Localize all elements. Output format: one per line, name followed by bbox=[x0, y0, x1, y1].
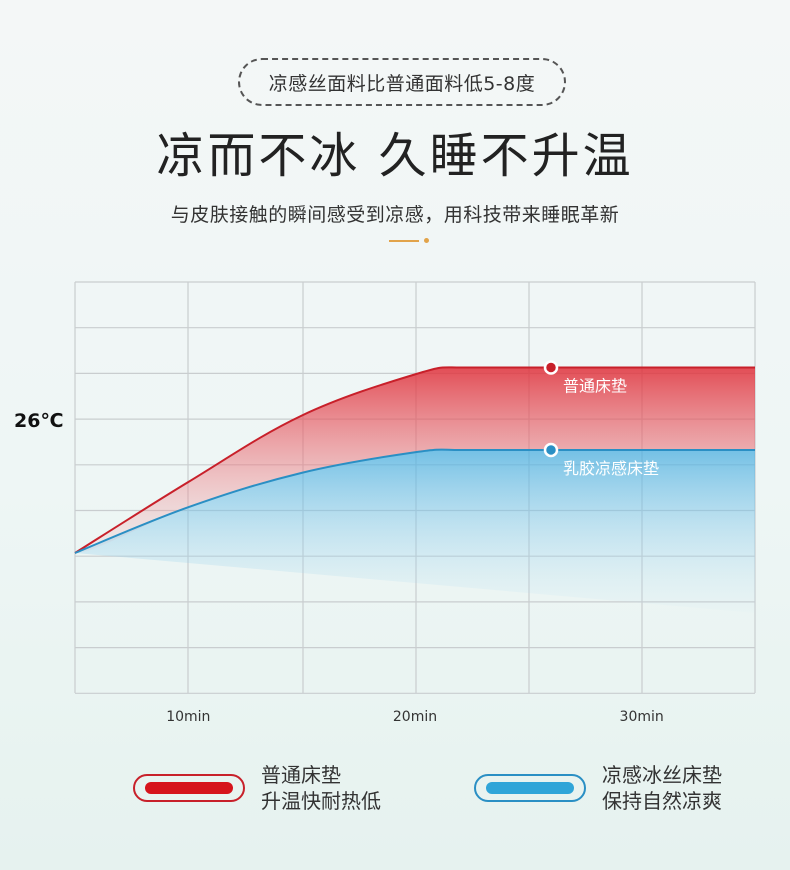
divider-dot bbox=[424, 238, 429, 243]
y-tick-label: 26℃ bbox=[14, 410, 63, 432]
legend-desc-regular: 升温快耐热低 bbox=[261, 789, 381, 813]
series-marker-regular bbox=[543, 360, 559, 375]
x-tick-label: 20min bbox=[393, 709, 437, 725]
legend-label-cooling: 凉感冰丝床垫 bbox=[602, 763, 722, 787]
series-area-regular bbox=[75, 367, 755, 553]
x-tick-label: 10min bbox=[166, 709, 210, 725]
legend-label-regular: 普通床垫 bbox=[261, 763, 341, 787]
legend-swatch-cooling bbox=[474, 774, 586, 802]
page-subtitle: 与皮肤接触的瞬间感受到凉感，用科技带来睡眠革新 bbox=[170, 204, 620, 226]
series-line-cooling bbox=[74, 448, 755, 554]
headline-badge: 凉感丝面料比普通面料低5-8度 bbox=[238, 58, 566, 106]
legend-swatch-regular bbox=[133, 774, 245, 802]
series-line-regular bbox=[74, 366, 755, 554]
series-label-regular: 普通床垫 bbox=[563, 377, 627, 396]
series-area-cooling bbox=[75, 449, 755, 613]
x-tick-label: 30min bbox=[620, 709, 664, 725]
series-label-cooling: 乳胶凉感床垫 bbox=[563, 459, 659, 478]
legend-item-cooling: 凉感冰丝床垫 保持自然凉爽 bbox=[474, 762, 722, 814]
legend-item-regular: 普通床垫 升温快耐热低 bbox=[133, 762, 381, 814]
series-marker-cooling bbox=[543, 442, 559, 458]
legend-desc-cooling: 保持自然凉爽 bbox=[602, 789, 722, 813]
page-title: 凉而不冰 久睡不升温 bbox=[156, 128, 634, 184]
divider-line bbox=[389, 240, 419, 242]
